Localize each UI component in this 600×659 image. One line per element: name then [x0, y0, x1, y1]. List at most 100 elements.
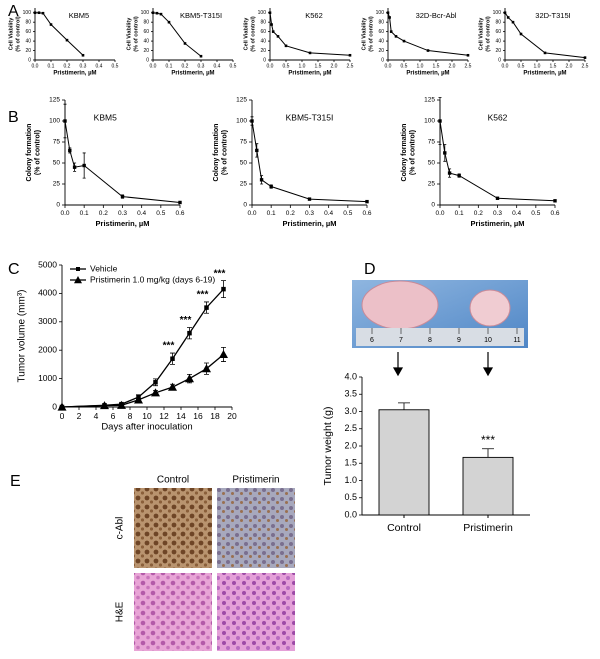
y-tick-label: 100	[424, 118, 435, 125]
x-tick-label: Control	[387, 522, 421, 534]
x-tick-label: 2	[77, 411, 82, 421]
marker	[49, 23, 53, 26]
x-tick-label: 0.5	[518, 63, 525, 69]
marker	[74, 276, 82, 284]
y-axis-label: (% of control)	[15, 16, 21, 52]
arrows	[392, 352, 494, 377]
y-tick-label: 100	[141, 10, 150, 16]
y-tick-label: 80	[378, 20, 384, 26]
y-tick-label: 3.5	[344, 389, 357, 399]
x-tick-label: 0.4	[512, 210, 521, 217]
x-tick-label: 0.4	[137, 210, 146, 217]
y-tick-label: 25	[428, 181, 436, 188]
x-tick-label: 0.3	[80, 63, 87, 69]
plot-title: K562	[305, 11, 323, 20]
marker	[100, 401, 109, 410]
x-tick-label: 0.5	[343, 210, 352, 217]
x-tick-label: 0.0	[32, 63, 39, 69]
marker	[271, 30, 275, 33]
x-tick-label: 0.2	[64, 63, 71, 69]
y-tick-label: 1.5	[344, 458, 357, 468]
marker	[134, 395, 143, 404]
x-tick-label: 0.0	[435, 210, 444, 217]
y-tick-label: 0.0	[344, 509, 357, 519]
x-axis-label: Pristimerin, µM	[96, 219, 150, 228]
y-tick-label: 60	[143, 29, 149, 35]
x-tick-label: 1.0	[417, 63, 424, 69]
y-tick-label: 5000	[38, 259, 57, 269]
marker	[307, 197, 312, 201]
marker	[457, 173, 461, 178]
marker	[37, 11, 41, 15]
y-axis-label: (% of control)	[250, 16, 256, 52]
marker	[503, 11, 507, 15]
marker	[153, 380, 158, 385]
marker	[438, 119, 442, 123]
tumor-photo	[352, 280, 528, 348]
x-tick-label: 10	[142, 411, 152, 421]
y-axis-label: Cell Viability	[478, 17, 484, 51]
plot-title: 32D-T315I	[535, 11, 570, 20]
fit-line	[64, 120, 181, 203]
marker	[389, 30, 393, 33]
y-tick-label: 75	[240, 139, 248, 146]
x-tick-label: 0.5	[112, 63, 119, 69]
marker	[221, 286, 226, 292]
annotation: ***	[481, 433, 495, 447]
y-axis-label: (% of control)	[221, 130, 228, 175]
marker	[255, 148, 259, 153]
marker	[82, 163, 86, 168]
marker	[41, 11, 45, 15]
y-tick-label: 2.0	[344, 440, 357, 450]
x-tick-label: 1.0	[299, 63, 306, 69]
plot-title: 32D-Bcr-Abl	[416, 11, 457, 20]
x-tick-label: 6	[111, 411, 116, 421]
x-tick-label: 18	[210, 411, 220, 421]
marker	[117, 400, 126, 409]
y-tick-label: 1000	[38, 373, 57, 383]
y-axis-label: Colony formation	[401, 124, 408, 182]
y-axis-label: (% of control)	[409, 130, 416, 175]
y-tick-label: 60	[25, 29, 31, 35]
y-axis-label: Tumor volume (mm³)	[17, 290, 28, 383]
marker	[394, 35, 398, 38]
y-tick-label: 4000	[38, 288, 57, 298]
plot-title: KBM5-T315I	[286, 112, 334, 122]
marker	[269, 184, 273, 189]
x-tick-label: 0.5	[230, 63, 237, 69]
marker	[443, 151, 447, 155]
y-tick-label: 2.5	[344, 423, 357, 433]
x-tick-label: 12	[159, 411, 169, 421]
x-tick-label: 0.5	[531, 210, 540, 217]
marker	[466, 53, 470, 57]
x-tick-label: 0.5	[156, 210, 165, 217]
y-tick-label: 60	[495, 29, 501, 35]
x-tick-label: 16	[193, 411, 203, 421]
marker	[167, 20, 171, 24]
y-tick-label: 75	[53, 139, 61, 146]
marker	[386, 11, 390, 15]
marker	[183, 42, 187, 45]
plot-title: KBM5	[94, 112, 117, 122]
x-tick-label: 0.1	[166, 63, 173, 69]
y-tick-label: 25	[53, 181, 61, 188]
marker	[259, 178, 264, 182]
x-tick-label: 0.0	[60, 210, 69, 217]
y-tick-label: 60	[260, 29, 266, 35]
y-axis-label: (% of control)	[485, 16, 491, 52]
marker	[388, 16, 391, 19]
x-tick-label: 0.3	[493, 210, 502, 217]
x-tick-label: Pristimerin	[463, 522, 513, 534]
bar	[378, 409, 430, 516]
y-tick-label: 100	[236, 118, 247, 125]
x-axis-label: Pristimerin, µM	[171, 71, 214, 77]
y-tick-label: 40	[143, 38, 149, 44]
x-tick-label: 0.6	[362, 210, 371, 217]
y-tick-label: 20	[378, 48, 384, 54]
x-axis-label: Pristimerin, µM	[288, 71, 331, 77]
y-tick-label: 0	[381, 57, 384, 63]
marker	[187, 330, 192, 336]
x-tick-label: 8	[128, 411, 133, 421]
marker	[57, 402, 67, 411]
